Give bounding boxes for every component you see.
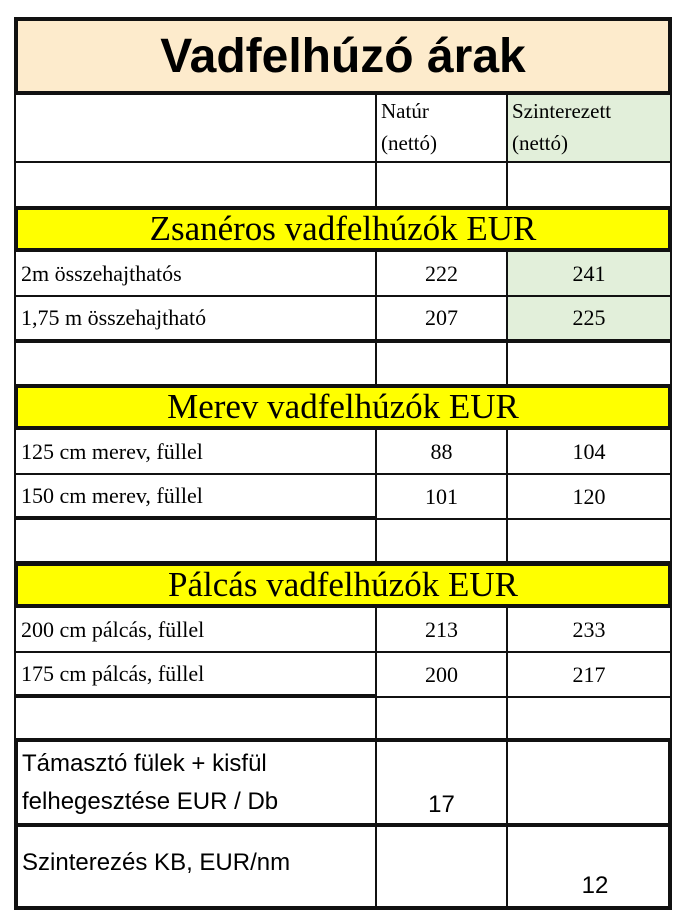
row-name: 150 cm merev, füllel xyxy=(14,475,377,520)
spacer-row xyxy=(14,698,672,740)
szinterezett-price: 120 xyxy=(508,475,672,520)
szinterezett-price: 217 xyxy=(508,653,672,698)
row-name: Szinterezés KB, EUR/nm xyxy=(18,827,377,906)
header-szint-line2: (nettó) xyxy=(512,131,568,155)
table-row: 125 cm merev, füllel 88 104 xyxy=(14,430,672,475)
section-title: Pálcás vadfelhúzók EUR xyxy=(168,565,518,604)
row-name: 200 cm pálcás, füllel xyxy=(14,608,377,653)
table-row: 1,75 m összehajtható 207 225 xyxy=(14,297,672,343)
szinterezett-price xyxy=(508,742,668,823)
header-empty-cell xyxy=(14,95,377,163)
row-name-line2: felhegesztése EUR / Db xyxy=(22,787,279,815)
section-title: Zsanéros vadfelhúzók EUR xyxy=(149,209,537,248)
section-header-zsaneros: Zsanéros vadfelhúzók EUR xyxy=(14,206,672,252)
header-natur-line1: Natúr xyxy=(381,99,429,123)
page-title: Vadfelhúzó árak xyxy=(14,17,672,95)
natur-price: 207 xyxy=(377,297,508,341)
extras-row-szinterezes: Szinterezés KB, EUR/nm 12 xyxy=(18,827,668,906)
natur-price: 88 xyxy=(377,430,508,475)
column-header-row: Natúr (nettó) Szinterezett (nettó) xyxy=(14,95,672,163)
natur-price: 213 xyxy=(377,608,508,653)
spacer-row xyxy=(14,343,672,386)
section-header-merev: Merev vadfelhúzók EUR xyxy=(14,384,672,430)
row-name-line1: Támasztó fülek + kisfül xyxy=(22,749,267,777)
natur-price: 101 xyxy=(377,475,508,520)
title-text: Vadfelhúzó árak xyxy=(160,29,526,83)
spacer-row xyxy=(14,163,672,208)
row-name: Támasztó fülek + kisfül felhegesztése EUR… xyxy=(18,742,377,823)
header-szint-line1: Szinterezett xyxy=(512,99,612,123)
szinterezett-price: 233 xyxy=(508,608,672,653)
extras-block: Támasztó fülek + kisfül felhegesztése EUR… xyxy=(14,738,672,910)
header-szinterezett: Szinterezett (nettó) xyxy=(508,95,672,163)
row-name: 125 cm merev, füllel xyxy=(14,430,377,475)
section-header-palcas: Pálcás vadfelhúzók EUR xyxy=(14,562,672,608)
szinterezett-price: 225 xyxy=(508,297,672,341)
natur-price: 17 xyxy=(377,742,508,823)
table-row: 200 cm pálcás, füllel 213 233 xyxy=(14,608,672,653)
natur-price: 200 xyxy=(377,653,508,698)
table-row: 175 cm pálcás, füllel 200 217 xyxy=(14,653,672,698)
header-natur-line2: (nettó) xyxy=(381,131,437,155)
row-name: 175 cm pálcás, füllel xyxy=(14,653,377,698)
header-natur: Natúr (nettó) xyxy=(377,95,508,163)
natur-price: 222 xyxy=(377,252,508,297)
szinterezett-price: 241 xyxy=(508,252,672,297)
row-name: 1,75 m összehajtható xyxy=(14,297,377,341)
szinterezett-price: 12 xyxy=(581,872,609,899)
table-row: 2m összehajthatós 222 241 xyxy=(14,252,672,297)
szinterezett-price: 104 xyxy=(508,430,672,475)
table-row: 150 cm merev, füllel 101 120 xyxy=(14,475,672,520)
section-title: Merev vadfelhúzók EUR xyxy=(167,387,519,426)
spacer-row xyxy=(14,520,672,563)
extras-row-fulek: Támasztó fülek + kisfül felhegesztése EUR… xyxy=(18,742,668,827)
natur-price xyxy=(377,827,508,906)
row-name: 2m összehajthatós xyxy=(14,252,377,297)
